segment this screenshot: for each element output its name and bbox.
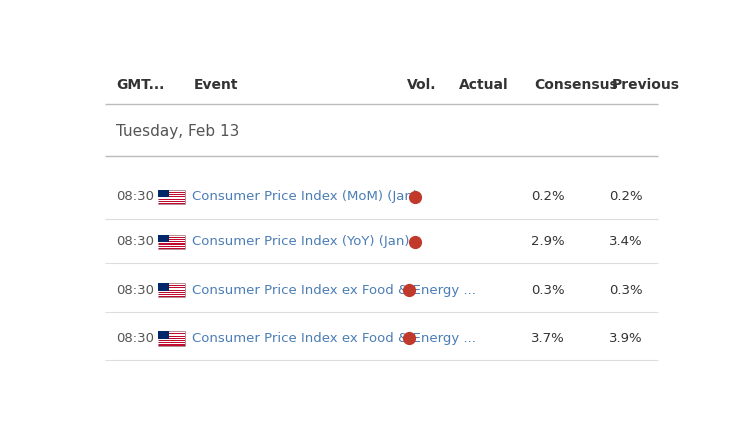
Text: 08:30: 08:30 xyxy=(116,190,154,203)
Text: 3.4%: 3.4% xyxy=(609,235,643,248)
Text: Consumer Price Index (YoY) (Jan): Consumer Price Index (YoY) (Jan) xyxy=(192,235,410,248)
FancyBboxPatch shape xyxy=(158,240,185,241)
Text: Consumer Price Index ex Food & Energy ...: Consumer Price Index ex Food & Energy ..… xyxy=(192,332,476,345)
FancyBboxPatch shape xyxy=(158,245,185,246)
FancyBboxPatch shape xyxy=(158,293,185,294)
FancyBboxPatch shape xyxy=(158,238,185,239)
FancyBboxPatch shape xyxy=(158,339,185,340)
FancyBboxPatch shape xyxy=(158,295,185,296)
FancyBboxPatch shape xyxy=(158,190,170,198)
Text: 0.2%: 0.2% xyxy=(531,190,565,203)
Text: 0.3%: 0.3% xyxy=(531,284,565,297)
FancyBboxPatch shape xyxy=(158,331,185,345)
FancyBboxPatch shape xyxy=(158,283,185,297)
Text: Event: Event xyxy=(194,78,238,92)
Text: 2.9%: 2.9% xyxy=(531,235,565,248)
FancyBboxPatch shape xyxy=(158,343,185,345)
FancyBboxPatch shape xyxy=(158,291,185,292)
Text: Consumer Price Index (MoM) (Jan): Consumer Price Index (MoM) (Jan) xyxy=(192,190,418,203)
FancyBboxPatch shape xyxy=(158,200,185,201)
Text: 08:30: 08:30 xyxy=(116,284,154,297)
FancyBboxPatch shape xyxy=(158,341,185,342)
Text: Tuesday, Feb 13: Tuesday, Feb 13 xyxy=(116,124,240,139)
FancyBboxPatch shape xyxy=(158,286,185,287)
Text: 08:30: 08:30 xyxy=(116,235,154,248)
Text: 3.9%: 3.9% xyxy=(609,332,643,345)
Text: 08:30: 08:30 xyxy=(116,332,154,345)
Text: Vol.: Vol. xyxy=(407,78,437,92)
FancyBboxPatch shape xyxy=(158,234,170,242)
FancyBboxPatch shape xyxy=(158,191,185,192)
FancyBboxPatch shape xyxy=(158,242,185,243)
Text: GMT...: GMT... xyxy=(116,78,164,92)
FancyBboxPatch shape xyxy=(158,236,185,237)
Text: Previous: Previous xyxy=(612,78,680,92)
FancyBboxPatch shape xyxy=(158,202,185,203)
FancyBboxPatch shape xyxy=(158,284,185,285)
FancyBboxPatch shape xyxy=(158,193,185,194)
FancyBboxPatch shape xyxy=(158,190,185,204)
FancyBboxPatch shape xyxy=(158,234,185,249)
Text: 0.3%: 0.3% xyxy=(609,284,643,297)
FancyBboxPatch shape xyxy=(158,283,170,291)
Text: Actual: Actual xyxy=(459,78,509,92)
FancyBboxPatch shape xyxy=(158,335,185,336)
FancyBboxPatch shape xyxy=(158,331,170,339)
Text: Consumer Price Index ex Food & Energy ...: Consumer Price Index ex Food & Energy ..… xyxy=(192,284,476,297)
FancyBboxPatch shape xyxy=(158,332,185,333)
FancyBboxPatch shape xyxy=(158,247,185,248)
FancyBboxPatch shape xyxy=(158,337,185,338)
Text: Consensus: Consensus xyxy=(534,78,618,92)
Text: 0.2%: 0.2% xyxy=(609,190,643,203)
Text: 3.7%: 3.7% xyxy=(531,332,565,345)
FancyBboxPatch shape xyxy=(158,195,185,196)
